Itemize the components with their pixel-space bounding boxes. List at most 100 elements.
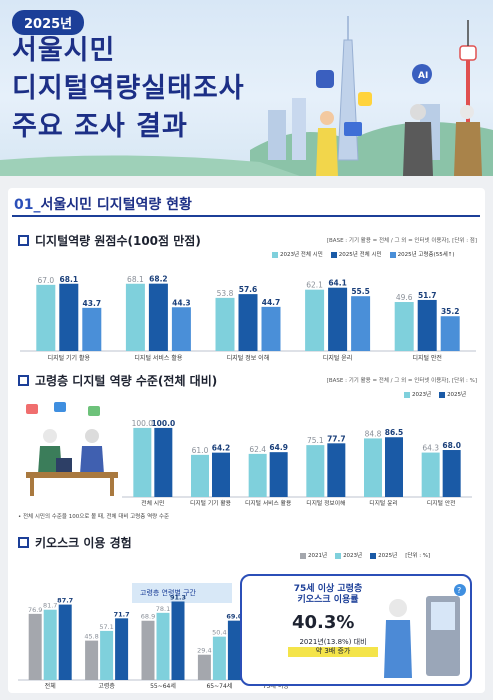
data-label: 77.7 xyxy=(327,434,346,443)
svg-text:?: ? xyxy=(457,586,461,595)
legend-swatch xyxy=(389,251,396,258)
data-label: 57.6 xyxy=(239,285,258,294)
callout-line-1: 75세 이상 고령층 xyxy=(293,584,363,594)
square-bullet-icon xyxy=(18,537,29,548)
bar xyxy=(125,283,145,351)
chart1-legend-item-2: 2025년 고령층(55세↑) xyxy=(389,250,455,258)
tick-label: 디지털 윤리 xyxy=(369,499,398,507)
bar xyxy=(306,445,325,497)
bar xyxy=(59,283,79,351)
callout-detail: 2021년(13.8%) 대비 약 3배 증가 xyxy=(288,638,378,657)
bar xyxy=(28,613,42,680)
page-title-line-1: 서울시민 xyxy=(12,35,116,66)
legend-label: 2023년 전체 시민 xyxy=(280,252,323,258)
legend-swatch xyxy=(335,552,342,559)
bar xyxy=(394,302,414,351)
bar xyxy=(238,294,258,351)
tick-label: 전체 시민 xyxy=(141,499,164,507)
bar xyxy=(197,654,211,680)
data-label: 100.0 xyxy=(132,419,154,428)
chart2-legend: 2023년 2025년 xyxy=(404,390,466,398)
data-label: 64.2 xyxy=(212,444,231,453)
kiosk-user-illustration: ? xyxy=(384,584,466,678)
data-label: 87.7 xyxy=(57,597,73,605)
chart2-legend-item-1: 2025년 xyxy=(439,390,466,398)
data-label: 76.9 xyxy=(28,606,42,614)
bar xyxy=(442,450,461,497)
bar xyxy=(43,609,57,680)
chart1-legend-item-0: 2023년 전체 시민 xyxy=(272,250,323,258)
ai-sign-label: AI xyxy=(418,71,428,81)
bar xyxy=(305,289,325,351)
bar xyxy=(364,438,382,497)
legend-label: 2025년 고령층(55세↑) xyxy=(397,252,455,258)
chart3-title: 키오스크 이용 경험 xyxy=(35,536,132,550)
tick-label: 65~74세 xyxy=(206,682,232,690)
data-label: 57.1 xyxy=(99,623,113,631)
bar xyxy=(115,618,129,680)
data-label: 45.8 xyxy=(84,633,98,641)
chart1-title: 디지털역량 원점수(100점 만점) xyxy=(35,234,201,248)
bar xyxy=(58,604,72,680)
legend-swatch xyxy=(272,251,278,258)
tick-label: 디지털 기기 활용 xyxy=(48,354,91,362)
chart3-legend: 2021년 2023년 2025년 [단위 : %] xyxy=(300,551,430,559)
chart3-legend-item-0: 2021년 xyxy=(300,551,327,559)
bar xyxy=(171,601,185,680)
chart1-bar-chart: 67.0 68.1 43.7 디지털 기기 활용 68.1 68.2 44.3 디지털 서비스… xyxy=(20,275,476,362)
callout-value: 40.3% xyxy=(292,612,355,633)
callout-line-2: 키오스크 이용률 xyxy=(297,595,359,606)
data-label: 68.1 xyxy=(60,275,79,284)
chart3-legend-item-1: 2023년 xyxy=(335,551,362,559)
data-label: 62.1 xyxy=(306,281,323,290)
bar xyxy=(156,612,170,680)
callout-line-4: 약 3배 증가 xyxy=(288,647,378,657)
chart1-heading: 디지털역량 원점수(100점 만점) xyxy=(18,232,201,249)
data-label: 68.2 xyxy=(149,275,168,284)
bar xyxy=(385,437,403,497)
chart3-bar-chart: 76.981.787.7 전체 45.857.171.7 고령층 68.978.191.… xyxy=(18,593,308,690)
data-label: 29.4 xyxy=(197,647,211,655)
data-label: 55.5 xyxy=(351,287,370,296)
age-group-band: 고령층 연령별 구간 xyxy=(132,583,232,603)
chart3-legend-item-2: 2025년 xyxy=(370,551,397,559)
data-label: 68.0 xyxy=(442,441,461,450)
bar xyxy=(227,620,241,680)
chart1-legend-item-1: 2025년 전체 시민 xyxy=(330,250,382,258)
page-title-line-2: 디지털역량실태조사 xyxy=(12,73,245,104)
bar xyxy=(171,307,191,351)
data-label: 78.1 xyxy=(156,605,170,613)
data-label: 91.3 xyxy=(170,593,186,601)
data-label: 44.7 xyxy=(262,298,281,307)
tick-label: 디지털 정보 이해 xyxy=(227,354,269,362)
legend-swatch xyxy=(300,552,306,559)
bar xyxy=(269,452,288,497)
bar xyxy=(261,306,281,351)
legend-label: 2025년 xyxy=(447,392,467,398)
bar xyxy=(36,284,56,351)
chart2-footnote: • 전체 시민의 수준을 100으로 볼 때, 전체 대비 고령층 역량 수준 xyxy=(18,514,170,520)
data-label: 50.4 xyxy=(212,629,226,637)
tick-label: 75세 이상 xyxy=(263,682,290,690)
bar xyxy=(421,452,440,497)
data-label: 86.5 xyxy=(385,428,404,437)
kiosk-callout: 75세 이상 고령층 키오스크 이용률 40.3% 2021년(13.8%) 대… xyxy=(240,574,472,686)
section-heading: 01_서울시민 디지털역량 현황 xyxy=(8,194,485,214)
tick-label: 디지털 정보이해 xyxy=(306,499,345,507)
data-label: 35.2 xyxy=(441,307,460,316)
data-label: 67.0 xyxy=(37,276,54,285)
data-label: 71.7 xyxy=(114,610,130,618)
tick-label: 디지털 서비스 활용 xyxy=(134,354,182,362)
data-label: 100.0 xyxy=(151,419,175,428)
bar xyxy=(440,316,460,351)
bar xyxy=(141,620,155,680)
bar xyxy=(212,452,230,497)
data-label: 49.6 xyxy=(396,293,413,302)
data-label: 61.0 xyxy=(192,446,209,455)
tick-label: 디지털 기기 활용 xyxy=(190,499,232,507)
chart2-title: 고령층 디지털 역량 수준(전체 대비) xyxy=(35,374,218,388)
seniors-illustration xyxy=(26,402,118,496)
bar xyxy=(154,427,173,497)
callout-line-3: 2021년(13.8%) 대비 xyxy=(299,638,367,646)
chart2-base-note: [BASE : 기기 활용 = 전체 / 그 외 = 인터넷 이용자], [단위… xyxy=(326,378,477,384)
